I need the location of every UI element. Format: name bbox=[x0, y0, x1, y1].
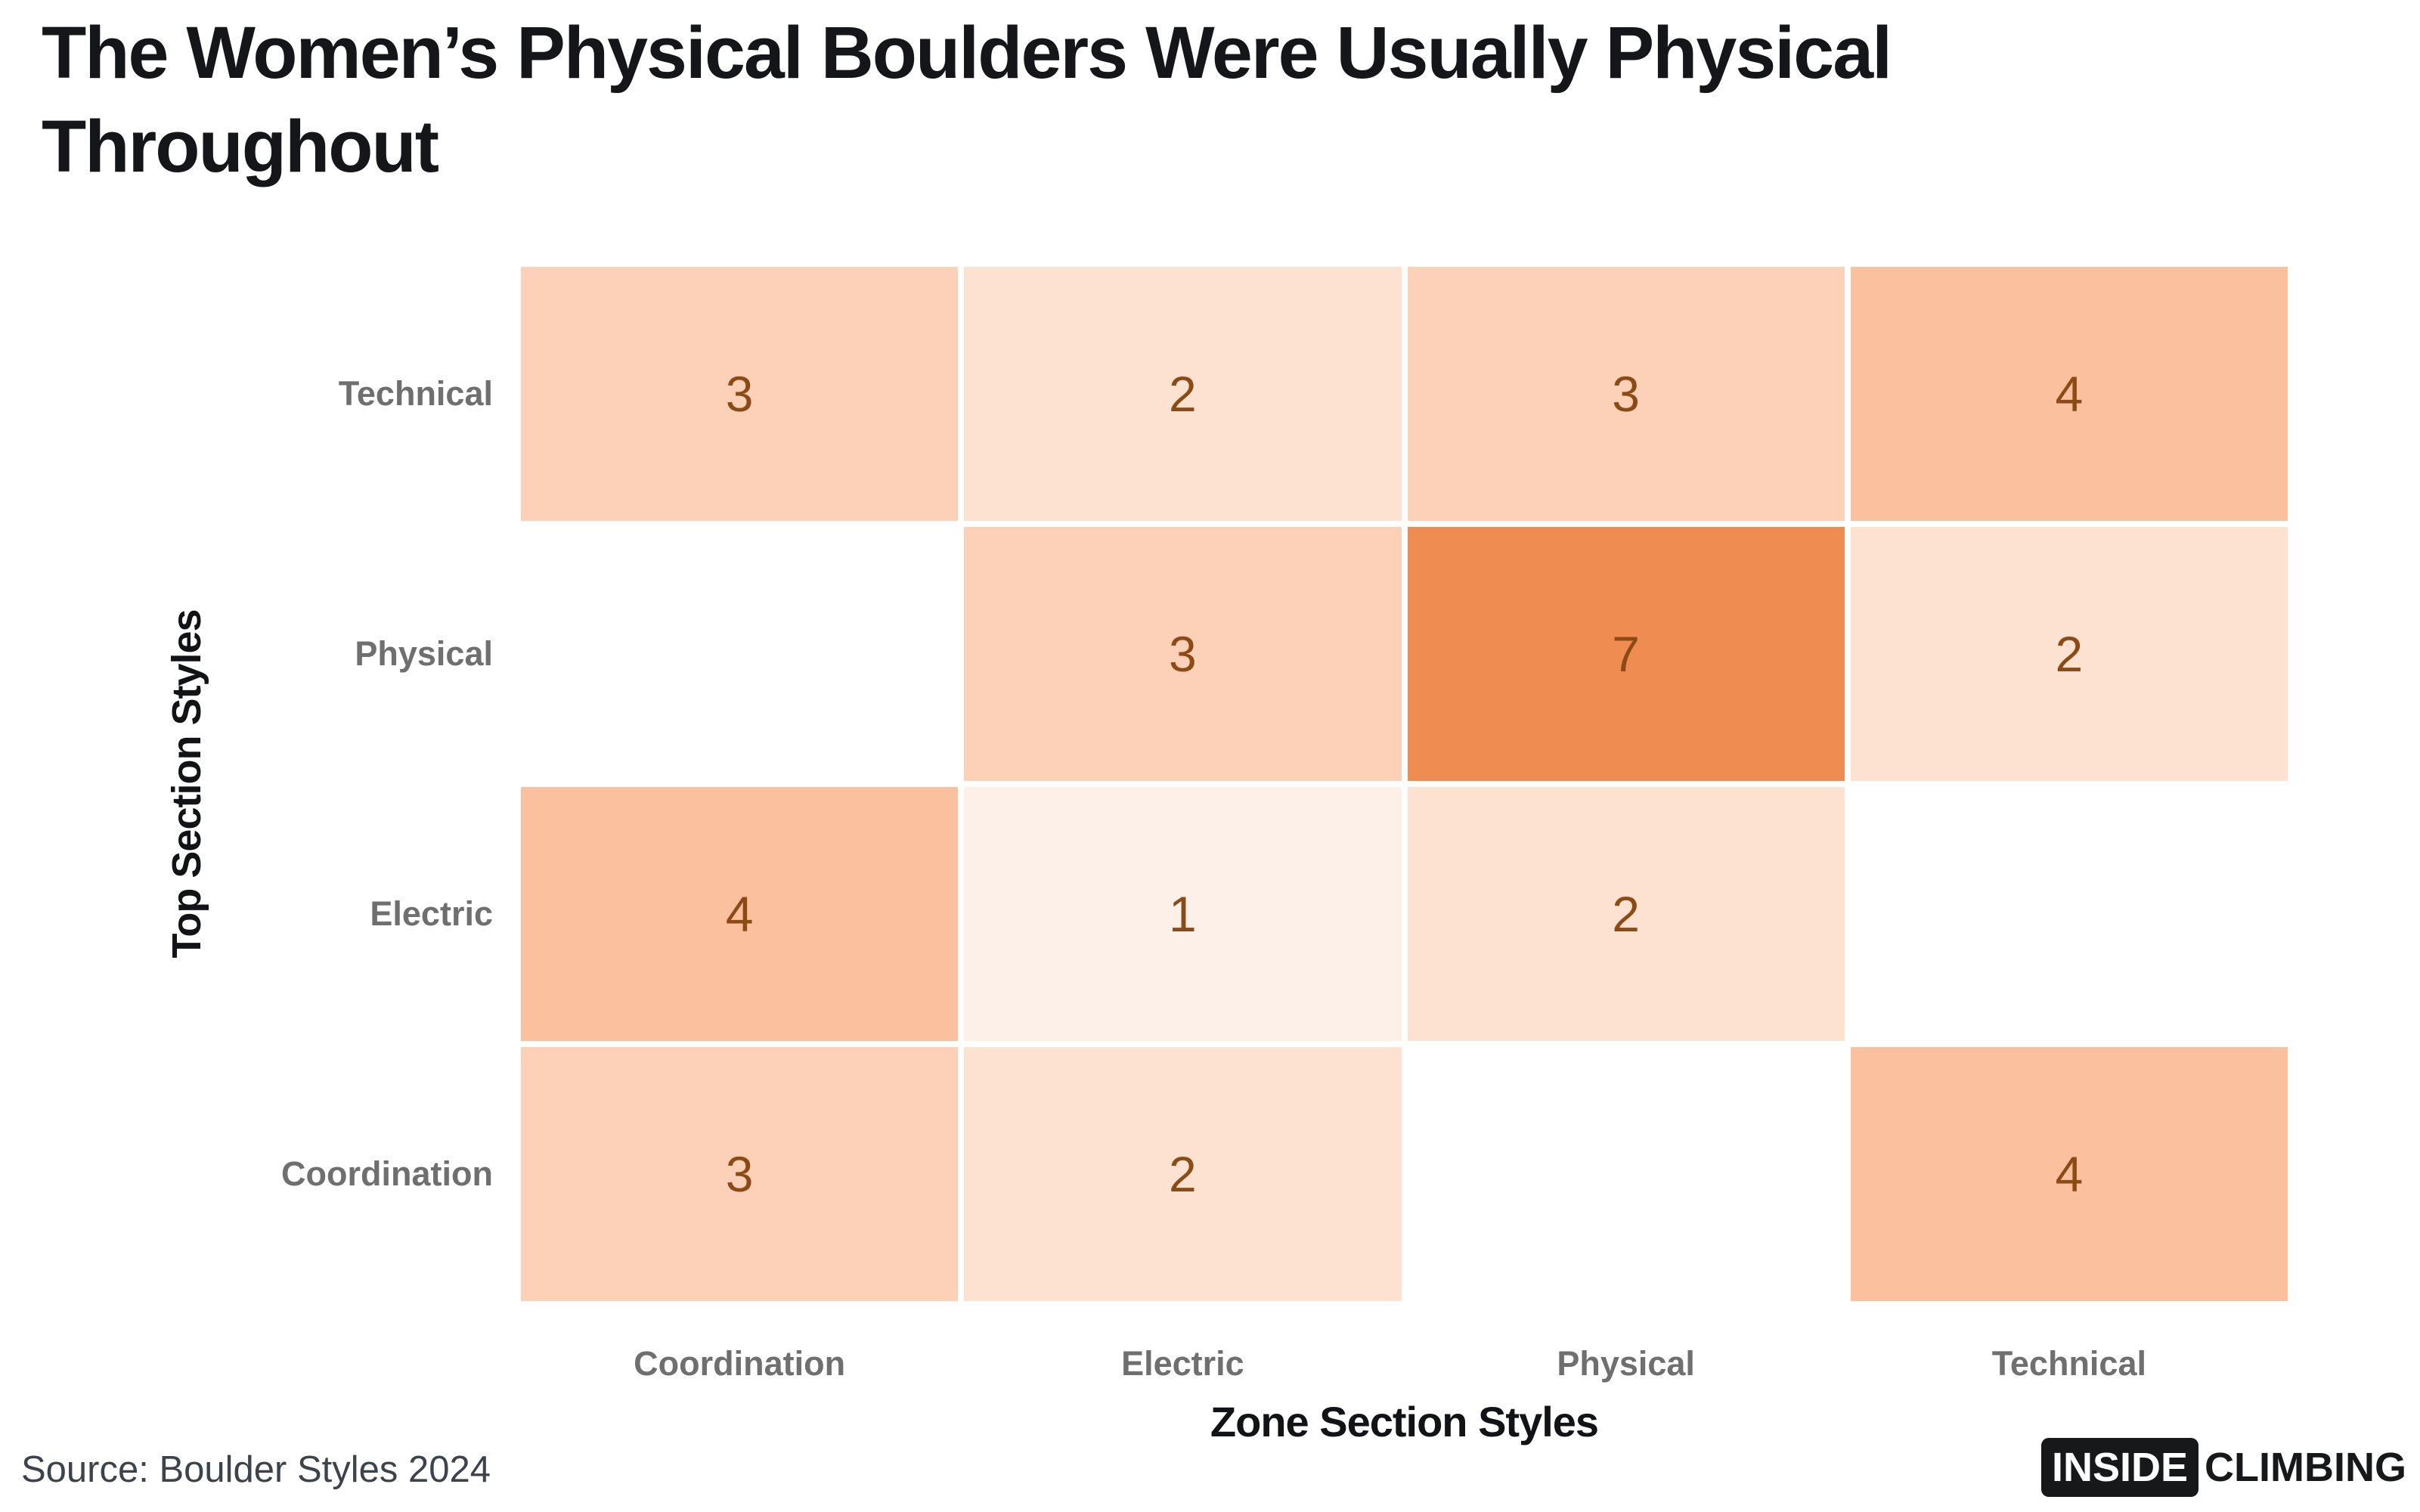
heatmap-cell-value: 3 bbox=[1612, 366, 1640, 422]
source-note: Source: Boulder Styles 2024 bbox=[21, 1449, 491, 1490]
heatmap-cell-value: 2 bbox=[2055, 626, 2084, 682]
y-tick-label: Physical bbox=[355, 634, 493, 673]
y-tick-label: Technical bbox=[338, 374, 493, 413]
inside-climbing-logo: INSIDE CLIMBING bbox=[2040, 1438, 2406, 1497]
heatmap-cell: 7 bbox=[1407, 527, 1845, 781]
heatmap-cell: 3 bbox=[964, 527, 1402, 781]
x-tick-label: Coordination bbox=[634, 1344, 846, 1383]
heatmap-cell-value: 2 bbox=[1169, 1146, 1197, 1202]
heatmap-cell: 2 bbox=[1407, 787, 1845, 1041]
heatmap-grid: 3 2 3 4 3 7 2 4 1 2 3 2 4 bbox=[521, 267, 2288, 1301]
heatmap-cell: 4 bbox=[1850, 1047, 2288, 1301]
heatmap-cell: 1 bbox=[964, 787, 1402, 1041]
heatmap-cell: 4 bbox=[521, 787, 959, 1041]
heatmap-cell-value: 3 bbox=[1169, 626, 1197, 682]
y-tick-label: Coordination bbox=[281, 1154, 493, 1193]
heatmap-cell-value: 4 bbox=[2055, 366, 2084, 422]
x-axis-title: Zone Section Styles bbox=[1210, 1398, 1599, 1445]
logo-inside-badge: INSIDE bbox=[2040, 1438, 2199, 1497]
x-tick-label: Electric bbox=[1121, 1344, 1244, 1383]
heatmap-cell-empty bbox=[1407, 1047, 1845, 1301]
chart-title: The Women’s Physical Boulders Were Usual… bbox=[42, 11, 1892, 188]
x-tick-label: Technical bbox=[1991, 1344, 2146, 1383]
heatmap-cell: 2 bbox=[964, 267, 1402, 521]
heatmap-cell-empty bbox=[1850, 787, 2288, 1041]
heatmap-cell: 3 bbox=[521, 1047, 959, 1301]
heatmap-cell: 2 bbox=[1850, 527, 2288, 781]
heatmap-cell-empty bbox=[521, 527, 959, 781]
y-axis-tick-labels: Technical Physical Electric Coordination bbox=[0, 267, 493, 1301]
heatmap-cell: 3 bbox=[521, 267, 959, 521]
heatmap-cell-value: 4 bbox=[2055, 1146, 2084, 1202]
heatmap-cell-value: 7 bbox=[1612, 626, 1640, 682]
heatmap-cell-value: 3 bbox=[725, 366, 754, 422]
heatmap-cell-value: 4 bbox=[725, 886, 754, 942]
heatmap-cell-value: 2 bbox=[1169, 366, 1197, 422]
heatmap-cell: 4 bbox=[1850, 267, 2288, 521]
logo-climbing-text: CLIMBING bbox=[2205, 1445, 2406, 1490]
heatmap-cell-value: 1 bbox=[1169, 886, 1197, 942]
y-tick-label: Electric bbox=[370, 894, 493, 933]
heatmap-cell: 3 bbox=[1407, 267, 1845, 521]
heatmap-cell-value: 3 bbox=[725, 1146, 754, 1202]
heatmap-cell-value: 2 bbox=[1612, 886, 1640, 942]
x-axis-tick-labels: Coordination Electric Physical Technical bbox=[521, 1334, 2288, 1394]
x-tick-label: Physical bbox=[1557, 1344, 1695, 1383]
heatmap-cell: 2 bbox=[964, 1047, 1402, 1301]
